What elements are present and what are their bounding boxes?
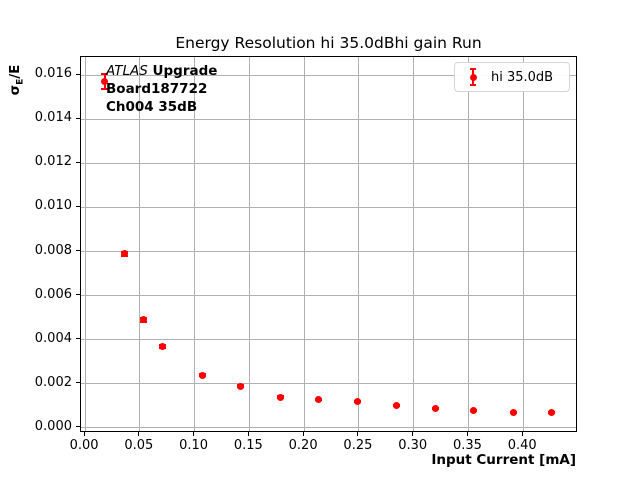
gridline-horizontal bbox=[81, 74, 576, 76]
y-tick-mark bbox=[76, 382, 80, 384]
y-tick-label: 0.014 bbox=[34, 110, 72, 126]
x-tick-label: 0.30 bbox=[398, 438, 428, 453]
data-point bbox=[314, 395, 322, 403]
x-tick-label: 0.05 bbox=[124, 438, 154, 453]
x-tick-label: 0.15 bbox=[233, 438, 263, 453]
gridline-vertical bbox=[303, 57, 305, 431]
data-point bbox=[237, 382, 245, 390]
y-tick-label: 0.012 bbox=[34, 154, 72, 170]
data-point bbox=[509, 408, 517, 416]
x-tick-mark bbox=[412, 432, 414, 436]
x-axis-label: Input Current [mA] bbox=[431, 452, 576, 468]
gridline-vertical bbox=[413, 57, 415, 431]
errorbar-marker-icon bbox=[455, 66, 487, 88]
data-point bbox=[101, 78, 109, 86]
plot-area bbox=[80, 56, 577, 432]
gridline-vertical bbox=[84, 57, 86, 431]
ylabel-sigma: σ bbox=[7, 84, 23, 96]
x-tick-label: 0.10 bbox=[179, 438, 209, 453]
y-tick-mark bbox=[76, 117, 80, 119]
x-tick-mark bbox=[357, 432, 359, 436]
y-tick-label: 0.002 bbox=[34, 374, 72, 390]
y-tick-label: 0.006 bbox=[34, 286, 72, 302]
y-tick-mark bbox=[76, 205, 80, 207]
gridline-horizontal bbox=[81, 383, 576, 385]
gridline-horizontal bbox=[81, 118, 576, 120]
x-tick-mark bbox=[466, 432, 468, 436]
gridline-vertical bbox=[522, 57, 524, 431]
gridline-horizontal bbox=[81, 295, 576, 297]
y-tick-mark bbox=[76, 294, 80, 296]
data-point bbox=[276, 393, 284, 401]
gridline-vertical bbox=[467, 57, 469, 431]
data-point bbox=[139, 316, 147, 324]
x-tick-mark bbox=[83, 432, 85, 436]
legend: hi 35.0dB bbox=[454, 62, 570, 92]
data-point bbox=[159, 342, 167, 350]
x-tick-mark bbox=[138, 432, 140, 436]
gridline-vertical bbox=[139, 57, 141, 431]
y-tick-label: 0.008 bbox=[34, 242, 72, 258]
gridline-vertical bbox=[248, 57, 250, 431]
y-tick-mark bbox=[76, 73, 80, 75]
data-point bbox=[548, 408, 556, 416]
x-tick-mark bbox=[521, 432, 523, 436]
gridline-vertical bbox=[358, 57, 360, 431]
errorbar-dot bbox=[469, 73, 477, 81]
error-bar-cap bbox=[101, 88, 109, 91]
y-tick-label: 0.004 bbox=[34, 330, 72, 346]
gridline-vertical bbox=[194, 57, 196, 431]
annotation-block: ATLAS Upgrade Board187722 Ch004 35dB bbox=[106, 62, 217, 116]
data-point bbox=[198, 371, 206, 379]
legend-label: hi 35.0dB bbox=[491, 69, 554, 85]
data-point bbox=[470, 406, 478, 414]
gridline-horizontal bbox=[81, 427, 576, 429]
y-tick-mark bbox=[76, 161, 80, 163]
chart-title: Energy Resolution hi 35.0dBhi gain Run bbox=[175, 34, 482, 52]
y-tick-mark bbox=[76, 426, 80, 428]
data-point bbox=[392, 402, 400, 410]
data-point bbox=[120, 250, 128, 258]
data-point bbox=[432, 404, 440, 412]
upgrade-label: Upgrade bbox=[147, 63, 218, 79]
y-tick-label: 0.016 bbox=[34, 66, 72, 82]
x-tick-mark bbox=[193, 432, 195, 436]
data-point bbox=[354, 397, 362, 405]
gridline-horizontal bbox=[81, 162, 576, 164]
x-tick-label: 0.20 bbox=[288, 438, 318, 453]
x-tick-mark bbox=[247, 432, 249, 436]
gridline-horizontal bbox=[81, 251, 576, 252]
annotation-line-3: Ch004 35dB bbox=[106, 99, 198, 115]
x-tick-label: 0.25 bbox=[343, 438, 373, 453]
atlas-label: ATLAS bbox=[106, 63, 148, 79]
x-tick-label: 0.35 bbox=[452, 438, 482, 453]
y-tick-mark bbox=[76, 250, 80, 251]
gridline-horizontal bbox=[81, 339, 576, 341]
x-tick-mark bbox=[302, 432, 304, 436]
y-tick-label: 0.010 bbox=[34, 198, 72, 214]
gridline-horizontal bbox=[81, 206, 576, 208]
errorbar-cap-top bbox=[470, 68, 476, 70]
annotation-line-1: ATLAS Upgrade bbox=[106, 62, 217, 80]
x-tick-label: 0.00 bbox=[69, 438, 99, 453]
error-bar-cap bbox=[101, 72, 109, 75]
errorbar-cap-bottom bbox=[470, 84, 476, 86]
x-tick-label: 0.40 bbox=[507, 438, 537, 453]
annotation-line-2: Board187722 bbox=[106, 81, 208, 97]
y-tick-label: 0.000 bbox=[34, 418, 72, 434]
y-tick-mark bbox=[76, 338, 80, 340]
